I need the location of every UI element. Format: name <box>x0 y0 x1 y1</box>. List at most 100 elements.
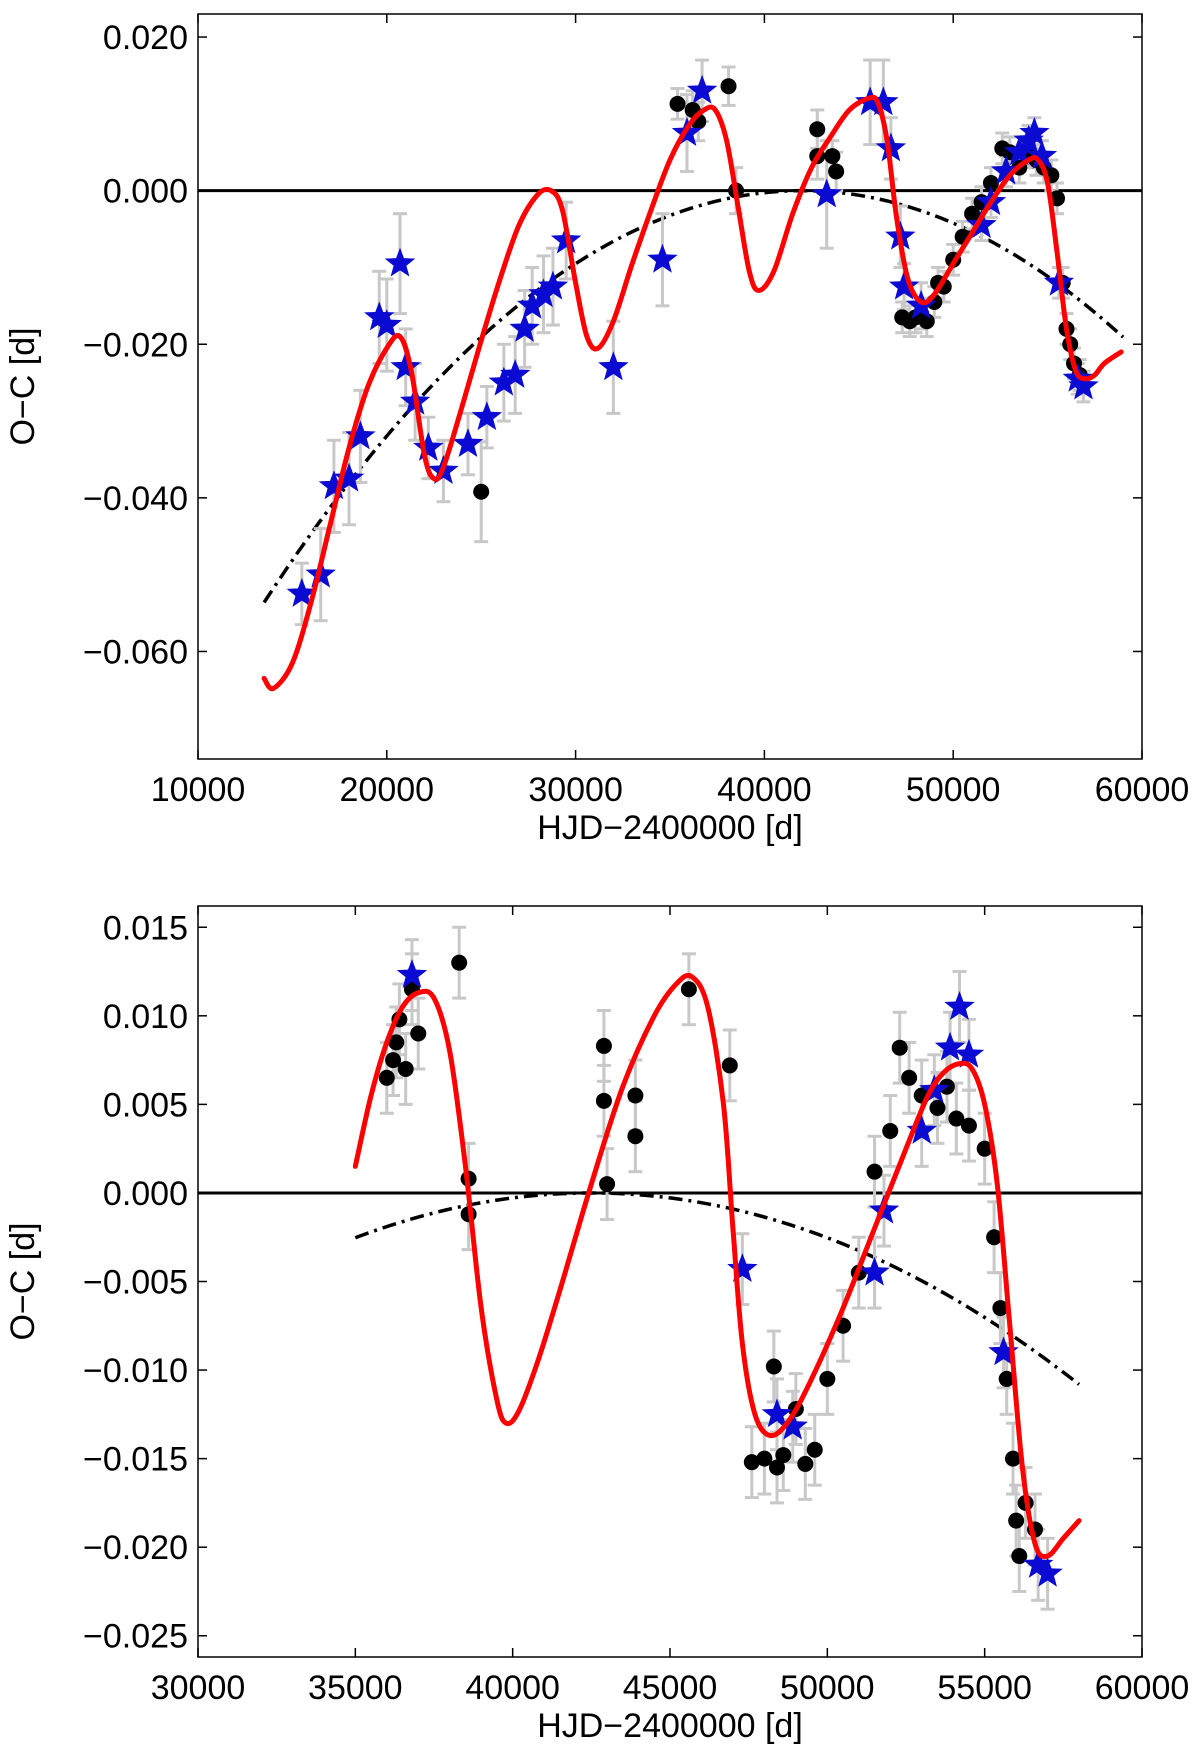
bottom-y-tick-label: −0.020 <box>83 1529 188 1567</box>
bottom-blue-star <box>944 990 975 1020</box>
bottom-y-tick-label: −0.015 <box>83 1441 188 1479</box>
bottom-black-point <box>819 1370 836 1387</box>
top-black-point <box>809 121 826 138</box>
bottom-blue-star <box>727 1253 758 1283</box>
top-plot-background <box>198 14 1142 759</box>
bottom-black-point <box>388 1034 405 1051</box>
bottom-x-tick-label: 50000 <box>780 1669 875 1707</box>
top-panel: 10000 20000 30000 40000 50000 60000 0.020 0.000… <box>4 13 1190 847</box>
top-y-axis-label: O−C [d] <box>4 327 42 445</box>
top-plot-area <box>198 58 1142 692</box>
top-x-ticks: 10000 20000 30000 40000 50000 60000 <box>151 14 1190 809</box>
bottom-blue-stars <box>396 959 1063 1587</box>
bottom-black-point <box>680 981 697 998</box>
bottom-black-point <box>1004 1450 1021 1467</box>
top-black-point <box>824 148 841 165</box>
top-black-point <box>669 95 686 112</box>
bottom-blue-star <box>934 1031 966 1061</box>
top-blue-star <box>364 301 395 331</box>
bottom-black-point <box>929 1099 946 1116</box>
top-blue-star <box>345 420 376 450</box>
bottom-x-tick-label: 45000 <box>623 1669 718 1707</box>
bottom-blue-star <box>761 1398 793 1428</box>
bottom-black-point <box>410 1025 427 1042</box>
top-blue-star <box>686 74 718 104</box>
top-y-tick-label: −0.060 <box>83 633 188 671</box>
bottom-black-point <box>756 1450 773 1467</box>
top-black-point <box>720 78 737 95</box>
bottom-y-tick-label: 0.005 <box>103 1086 188 1124</box>
bottom-black-point <box>998 1370 1015 1387</box>
top-blue-star <box>1004 136 1035 166</box>
top-blue-star <box>598 351 629 381</box>
bottom-black-point <box>775 1447 792 1464</box>
top-blue-star <box>488 366 520 396</box>
top-blue-star <box>390 351 421 381</box>
top-blue-star <box>384 247 416 277</box>
top-black-point <box>828 163 845 180</box>
bottom-black-point <box>721 1057 738 1074</box>
bottom-x-tick-label: 30000 <box>151 1669 246 1707</box>
bottom-black-point <box>992 1300 1009 1317</box>
bottom-blue-star <box>953 1038 985 1068</box>
bottom-blue-star <box>777 1410 808 1440</box>
bottom-blue-star <box>1022 1548 1054 1578</box>
top-blue-star <box>528 278 559 308</box>
bottom-black-point <box>1011 1548 1028 1565</box>
bottom-blue-star <box>988 1336 1019 1366</box>
top-blue-star <box>413 431 444 461</box>
bottom-x-ticks: 30000 35000 40000 45000 50000 55000 60000 <box>151 906 1190 1707</box>
top-blue-star <box>854 86 886 116</box>
top-black-point <box>918 313 935 330</box>
top-x-tick-label: 60000 <box>1095 771 1190 809</box>
top-x-tick-label: 10000 <box>151 771 246 809</box>
top-y-tick-label: 0.020 <box>103 19 188 57</box>
top-blue-star <box>509 312 540 342</box>
top-blue-star <box>371 309 403 338</box>
top-x-tick-label: 30000 <box>528 771 623 809</box>
bottom-black-point <box>806 1441 823 1458</box>
bottom-x-tick-label: 55000 <box>937 1669 1032 1707</box>
top-blue-star <box>1019 117 1050 146</box>
bottom-x-tick-label: 60000 <box>1095 1669 1190 1707</box>
bottom-black-point <box>599 1176 616 1193</box>
bottom-y-axis-label: O−C [d] <box>4 1222 42 1340</box>
bottom-black-point <box>595 1037 612 1054</box>
bottom-x-axis-label: HJD−2400000 [d] <box>537 1707 803 1745</box>
top-black-point <box>473 483 490 500</box>
top-blue-star <box>647 243 678 273</box>
top-blue-star <box>516 289 548 319</box>
top-blue-star <box>537 270 569 300</box>
bottom-panel: 30000 35000 40000 45000 50000 55000 60000 0.015… <box>4 905 1190 1745</box>
bottom-black-point <box>976 1140 993 1157</box>
top-blue-star <box>452 428 484 458</box>
top-axes-frame <box>197 13 1143 760</box>
bottom-x-tick-label: 35000 <box>308 1669 403 1707</box>
top-blue-star <box>1026 140 1058 170</box>
top-y-tick-label: 0.000 <box>103 173 188 211</box>
bottom-blue-star <box>396 959 428 989</box>
top-x-tick-label: 50000 <box>906 771 1001 809</box>
bottom-blue-star <box>859 1256 890 1286</box>
bottom-black-point <box>397 1060 414 1077</box>
bottom-black-point <box>451 954 468 971</box>
bottom-y-tick-label: 0.010 <box>103 998 188 1036</box>
bottom-plot-background <box>198 906 1142 1657</box>
bottom-black-point <box>765 1358 782 1375</box>
bottom-black-point <box>768 1459 785 1476</box>
bottom-black-point <box>901 1069 918 1086</box>
top-blue-star <box>875 132 907 162</box>
bottom-blue-star <box>906 1114 937 1144</box>
bottom-blue-star <box>1032 1557 1063 1587</box>
bottom-black-point <box>743 1454 760 1471</box>
top-x-tick-label: 40000 <box>717 771 812 809</box>
bottom-black-point <box>1008 1512 1025 1529</box>
top-blue-star <box>499 358 531 388</box>
bottom-plot-area <box>198 925 1142 1611</box>
top-black-point <box>982 174 999 191</box>
top-blue-star <box>471 401 503 431</box>
top-blue-stars <box>286 74 1099 607</box>
bottom-fit-curve <box>352 972 1082 1560</box>
bottom-black-point <box>986 1229 1003 1246</box>
top-black-point <box>964 205 981 222</box>
